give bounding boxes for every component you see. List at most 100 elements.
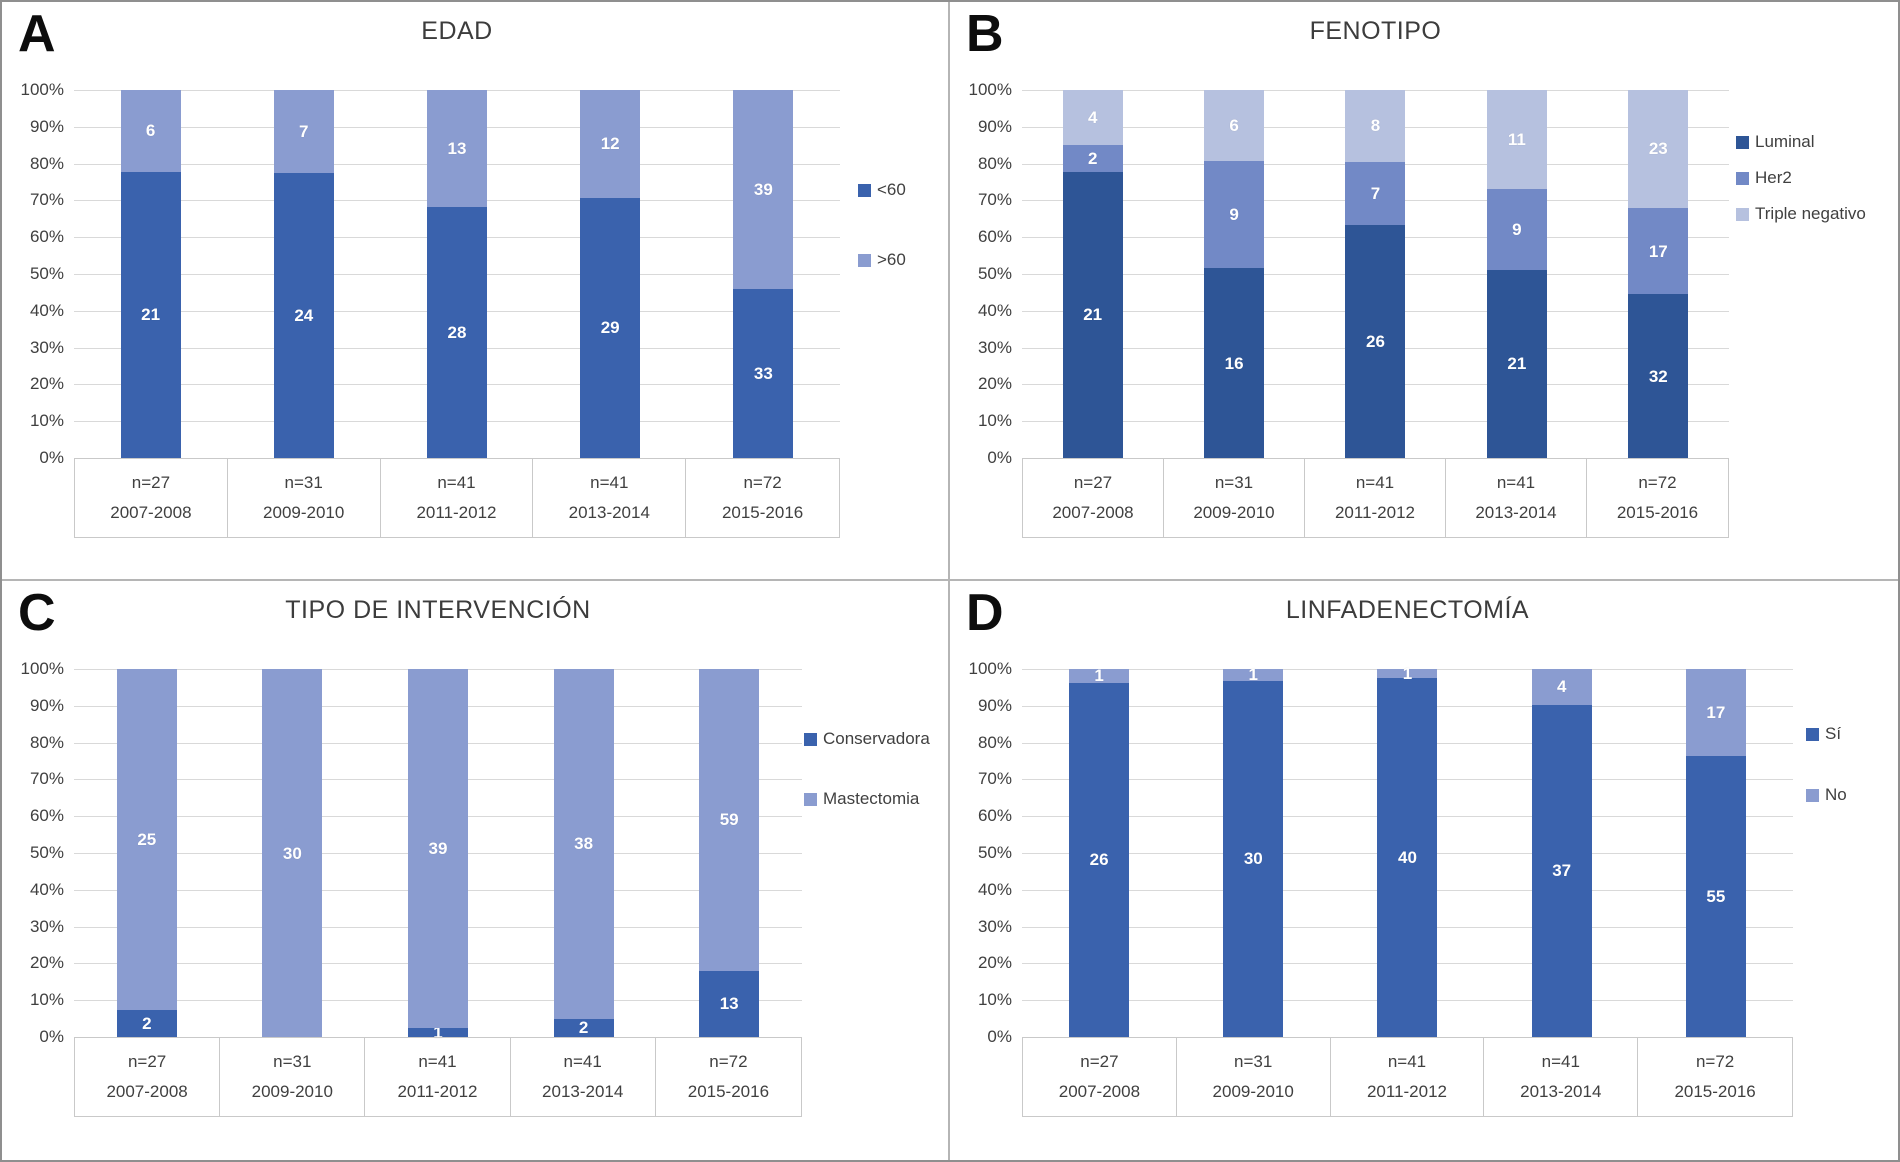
- legend-label: Mastectomia: [823, 789, 920, 808]
- bar-segment: 25: [116, 669, 177, 1010]
- stacked-bar: 40 1: [1377, 665, 1438, 1037]
- legend-label: Luminal: [1755, 132, 1815, 151]
- category-cell: n=72 2015-2016: [656, 1038, 801, 1116]
- y-axis-tick-label: 40%: [29, 879, 64, 899]
- y-axis-tick-label: 10%: [977, 411, 1012, 431]
- stacked-bar: 33 39: [733, 90, 794, 458]
- legend-swatch: [1806, 727, 1819, 741]
- category-n-label: n=27: [1080, 1052, 1119, 1071]
- bar-segment: 33: [733, 289, 794, 458]
- bar-value-label: 13: [447, 138, 467, 158]
- stacked-bar: 55 17: [1685, 669, 1746, 1037]
- bar-segment: 37: [1531, 704, 1592, 1037]
- bar-segment: 29: [580, 197, 641, 458]
- bar-slot: 37 4: [1485, 669, 1639, 1037]
- bar-segment: 55: [1685, 755, 1746, 1037]
- x-axis-category-table: n=27 2007-2008 n=31 2009-2010 n=41 2011-2012 n…: [1022, 1037, 1793, 1117]
- legend-label: Conservadora: [823, 729, 930, 748]
- bar-value-label: 1: [1094, 666, 1104, 686]
- panel-edad: A EDAD 100% 90% 80% 70% 60% 50% 40% 30% 20% 10% 0%…: [2, 2, 950, 581]
- bar-value-label: 9: [1229, 205, 1239, 225]
- bar-segment: 1: [407, 1024, 468, 1041]
- bar-slot: 55 17: [1639, 669, 1793, 1037]
- legend-item: Luminal: [1736, 132, 1866, 152]
- stacked-bar: 21 9 11: [1486, 90, 1547, 458]
- category-cell: n=27 2007-2008: [75, 459, 228, 537]
- legend-item: Her2: [1736, 168, 1866, 188]
- y-axis-tick-label: 30%: [977, 337, 1012, 357]
- stacked-bar: 26 1: [1069, 666, 1130, 1037]
- bar-value-label: 6: [1229, 116, 1239, 136]
- y-axis-tick-label: 20%: [977, 374, 1012, 394]
- bar-slot: 29 12: [534, 90, 687, 458]
- y-axis: 100% 90% 80% 70% 60% 50% 40% 30% 20% 10% 0%: [2, 80, 64, 467]
- stacked-bar: 32 17 23: [1628, 90, 1689, 458]
- y-axis-tick-label: 50%: [977, 264, 1012, 283]
- y-axis-tick-label: 90%: [977, 695, 1012, 715]
- y-axis-tick-label: 80%: [29, 732, 64, 752]
- bar-value-label: 59: [719, 810, 739, 830]
- x-axis-category-table: n=27 2007-2008 n=31 2009-2010 n=41 2011-2012 n…: [74, 1037, 802, 1117]
- bar-value-label: 24: [294, 306, 314, 326]
- category-year-label: 2009-2010: [1193, 503, 1275, 522]
- bar-segment: 11: [1486, 90, 1547, 189]
- bar-slot: 26 7 8: [1305, 90, 1446, 458]
- bar-value-label: 6: [145, 121, 156, 141]
- category-cell: n=41 2011-2012: [381, 459, 534, 537]
- bar-value-label: 1: [1402, 664, 1413, 683]
- plot-area: 2 25 30 1 39 2 38 13 59: [74, 669, 802, 1041]
- panel-letter-a: A: [18, 5, 56, 63]
- legend-item: Mastectomia: [804, 789, 930, 809]
- stacked-bar: 2 25: [116, 669, 177, 1037]
- y-axis-tick-label: 30%: [29, 337, 64, 357]
- category-cell: n=72 2015-2016: [1587, 459, 1728, 537]
- stacked-bar: 21 2 4: [1062, 90, 1123, 458]
- bar-slot: 33 39: [687, 90, 840, 458]
- bar-value-label: 12: [600, 134, 620, 154]
- bar-value-label: 30: [282, 843, 302, 863]
- bar-segment: 4: [1062, 90, 1123, 145]
- legend-swatch: [1806, 788, 1819, 802]
- category-cell: n=31 2009-2010: [228, 459, 381, 537]
- category-n-label: n=41: [1387, 1052, 1427, 1071]
- category-year-label: 2007-2008: [110, 503, 192, 522]
- category-cell: n=41 2013-2014: [1446, 459, 1587, 537]
- legend-item: Conservadora: [804, 729, 930, 749]
- bar-value-label: 40: [1398, 847, 1417, 867]
- y-axis-tick-label: 40%: [977, 879, 1012, 899]
- bar-value-label: 21: [141, 305, 161, 325]
- bar-slot: 2 25: [74, 669, 220, 1037]
- category-cell: n=41 2011-2012: [365, 1038, 511, 1116]
- category-n-label: n=27: [127, 1052, 167, 1071]
- bar-segment: 32: [1628, 294, 1689, 458]
- y-axis-tick-label: 100%: [20, 659, 64, 678]
- bar-segment: 59: [699, 669, 760, 971]
- category-year-label: 2007-2008: [106, 1082, 188, 1101]
- chart-title-linfadenectomia: LINFADENECTOMÍA: [1285, 596, 1530, 624]
- bar-slot: 13 59: [656, 669, 802, 1037]
- bar-segment: 30: [262, 669, 323, 1037]
- bar-value-label: 37: [1552, 861, 1572, 881]
- chart-title-fenotipo: FENOTIPO: [1309, 17, 1442, 45]
- category-n-label: n=41: [1541, 1052, 1580, 1071]
- bar-segment: 2: [116, 1009, 177, 1037]
- y-axis-tick-label: 70%: [29, 769, 64, 789]
- legend: Conservadora Mastectomia: [804, 729, 930, 849]
- bar-segment: 1: [1223, 666, 1284, 683]
- bar-segment: 24: [273, 173, 334, 458]
- category-cell: n=72 2015-2016: [686, 459, 839, 537]
- plot-area: 21 6 24 7 28 13 29 12 33 39: [74, 90, 840, 459]
- bar-slot: 16 9 6: [1163, 90, 1304, 458]
- y-axis-tick-label: 20%: [29, 374, 64, 394]
- bar-value-label: 28: [447, 322, 467, 342]
- bar-value-label: 21: [1507, 354, 1527, 374]
- category-n-label: n=31: [273, 1052, 312, 1071]
- bar-value-label: 8: [1370, 116, 1381, 136]
- stacked-bar: 26 7 8: [1345, 90, 1406, 458]
- legend-item: Sí: [1806, 724, 1847, 744]
- panel-tipo-de-intervencion: C TIPO DE INTERVENCIÓN 100% 90% 80% 70% 60% 5…: [2, 581, 950, 1160]
- y-axis-tick-label: 40%: [29, 300, 64, 320]
- y-axis-tick-label: 30%: [29, 916, 64, 936]
- stacked-bar: 2 38: [553, 669, 614, 1037]
- y-axis-tick-label: 60%: [29, 806, 64, 826]
